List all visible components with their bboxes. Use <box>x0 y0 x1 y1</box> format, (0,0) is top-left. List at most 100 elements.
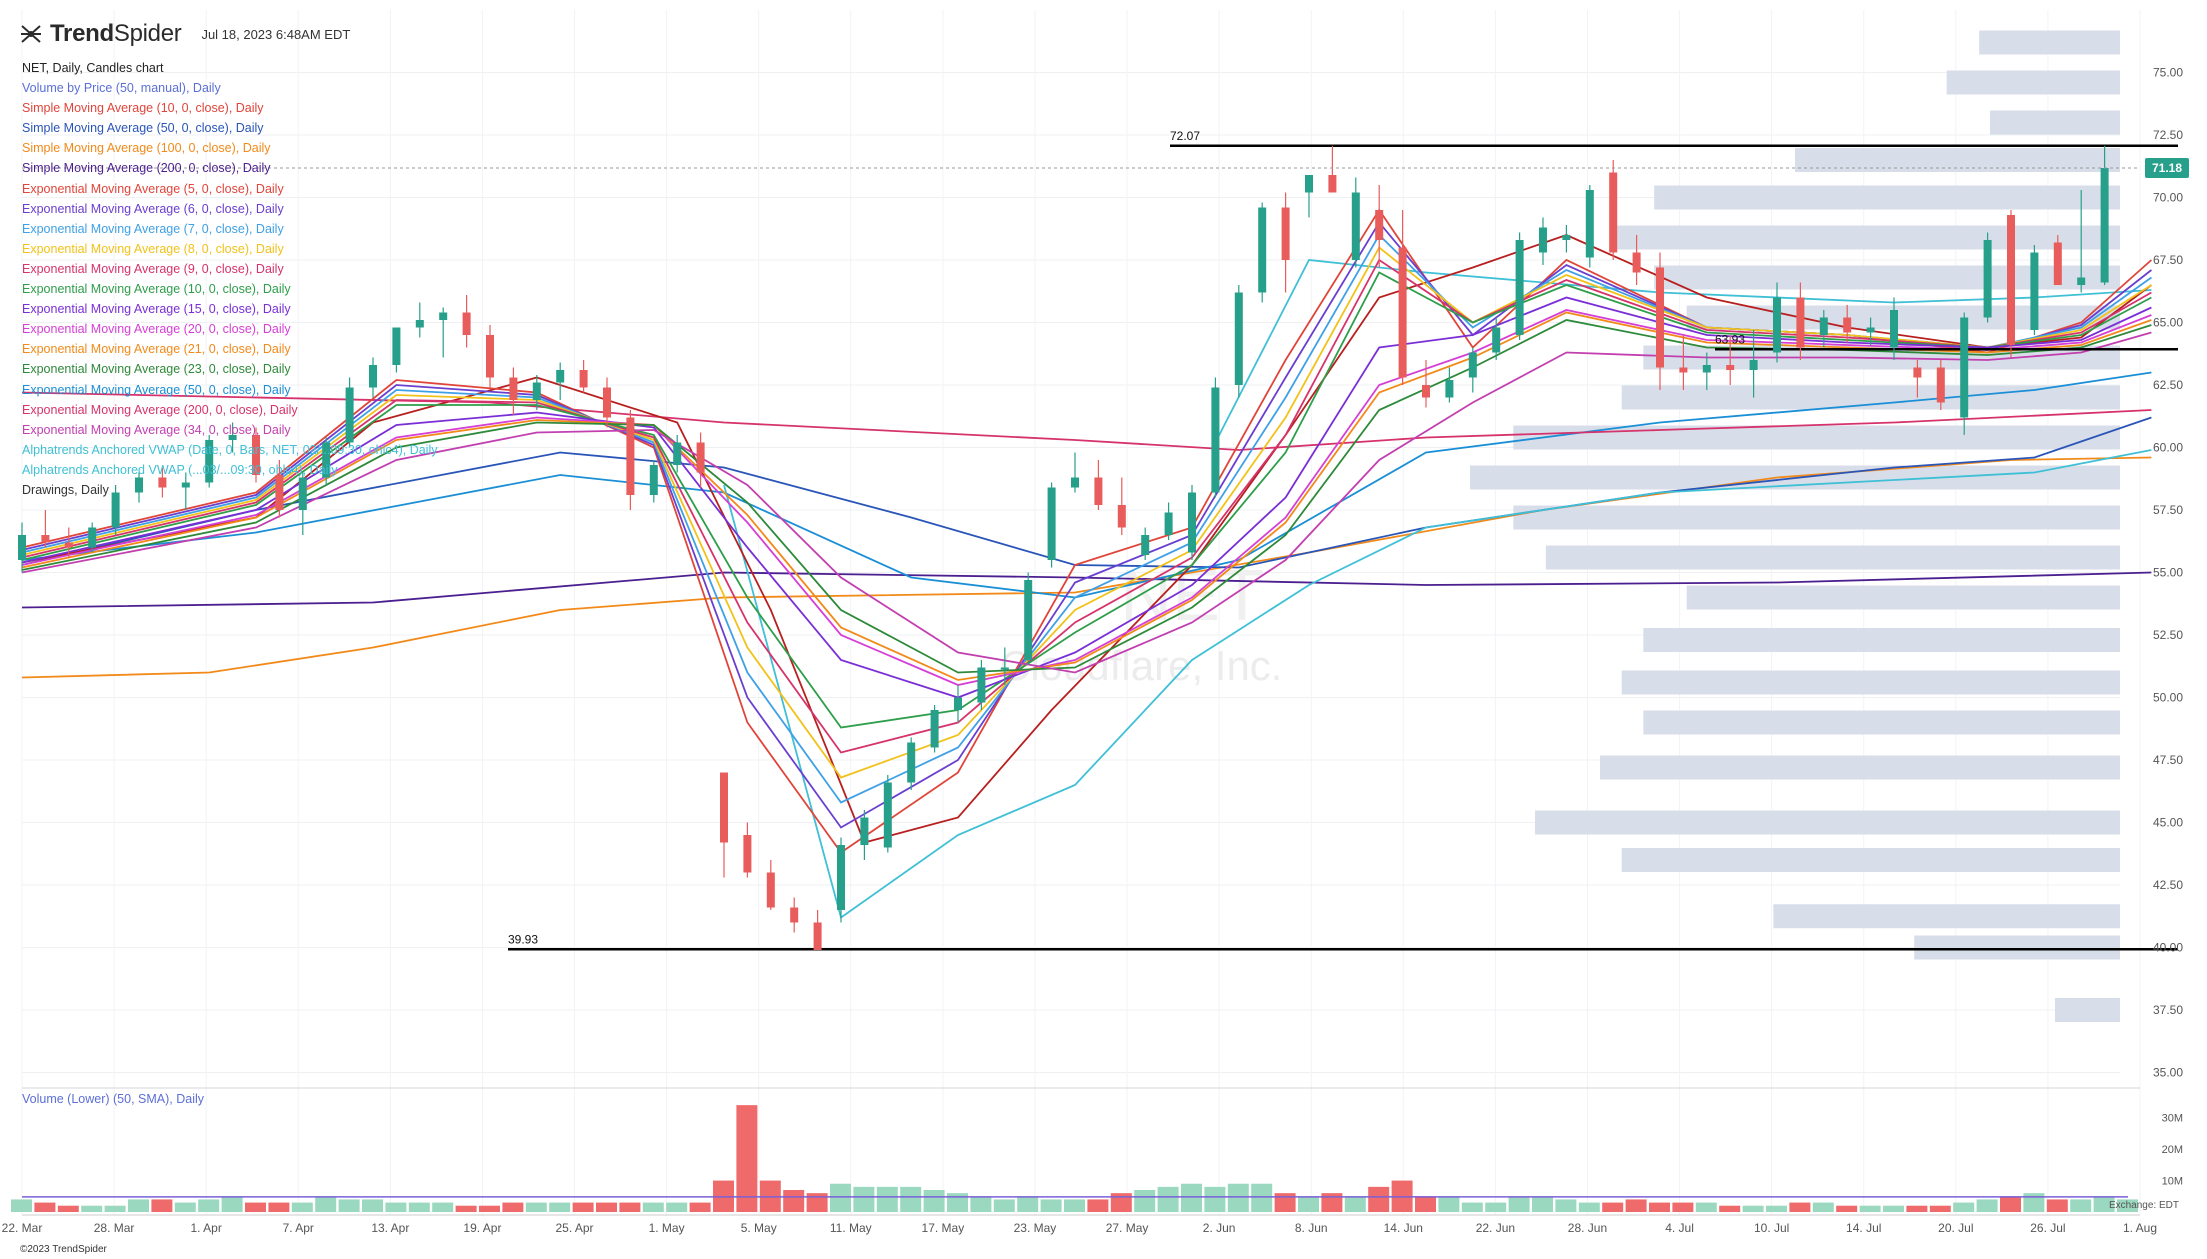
volume-bar <box>993 1199 1015 1212</box>
legend-item[interactable]: Exponential Moving Average (8, 0, close)… <box>22 241 284 256</box>
date-tick-label: 10. Jul <box>1754 1221 1789 1235</box>
candle-body <box>977 667 986 703</box>
legend-item[interactable]: Exponential Moving Average (21, 0, close… <box>22 342 291 357</box>
level-label: 39.93 <box>508 932 538 946</box>
legend-item[interactable]: Exponential Moving Average (15, 0, close… <box>22 302 291 317</box>
candle-body <box>1281 207 1290 260</box>
volume-bar <box>432 1202 454 1212</box>
vbp-bar <box>1610 225 2120 250</box>
candle-body <box>64 542 73 548</box>
trendspider-logo-icon <box>21 25 41 43</box>
volume-bar <box>408 1202 430 1212</box>
price-tick-label: 60.00 <box>2153 441 2183 455</box>
date-tick-label: 7. Apr <box>283 1221 314 1235</box>
legend-item[interactable]: Simple Moving Average (100, 0, close), D… <box>22 141 271 156</box>
candle-body <box>1656 267 1664 368</box>
volume-bar <box>198 1199 220 1212</box>
candle-body <box>626 417 635 495</box>
volume-bar <box>619 1202 641 1212</box>
volume-bar <box>1789 1202 1811 1212</box>
volume-tick-label: 10M <box>2162 1176 2183 1188</box>
price-axis[interactable]: 75.00 72.50 70.00 67.50 65.00 62.50 60.00 57.50… <box>2153 66 2183 1080</box>
candle-body <box>1164 512 1173 535</box>
legend-item[interactable]: Simple Moving Average (50, 0, close), Da… <box>22 121 264 136</box>
date-tick-label: 1. May <box>649 1221 685 1235</box>
legend-item[interactable]: Simple Moving Average (10, 0, close), Da… <box>22 101 264 116</box>
volume-bar <box>1578 1202 1600 1212</box>
candle-body <box>205 440 214 483</box>
candle-body <box>766 872 775 908</box>
legend-item[interactable]: Exponential Moving Average (6, 0, close)… <box>22 201 284 216</box>
legend-item[interactable]: Volume by Price (50, manual), Daily <box>22 81 221 96</box>
volume-bar <box>502 1202 524 1212</box>
candle-body <box>673 442 682 465</box>
volume-bar <box>2000 1196 2021 1212</box>
candle-body <box>1024 580 1033 660</box>
candle-body <box>439 312 448 320</box>
legend-item[interactable]: Exponential Moving Average (23, 0, close… <box>22 362 291 377</box>
legend-item[interactable]: Exponential Moving Average (9, 0, close)… <box>22 261 284 276</box>
legend-item[interactable]: Drawings, Daily <box>22 482 109 497</box>
volume-bar <box>947 1193 968 1212</box>
legend-item[interactable]: Exponential Moving Average (5, 0, close)… <box>22 181 284 196</box>
candle-body <box>298 477 307 510</box>
vbp-bar <box>1686 305 2120 330</box>
volume-bar <box>1649 1202 1670 1212</box>
price-tick-label: 42.50 <box>2153 878 2183 892</box>
vbp-bar <box>1914 935 2120 960</box>
volume-bar <box>923 1190 945 1212</box>
copyright: ©2023 TrendSpider <box>20 1244 107 1255</box>
volume-bar <box>596 1202 617 1212</box>
volume-bar <box>900 1186 922 1212</box>
date-tick-label: 1. Aug <box>2123 1221 2157 1235</box>
candle-body <box>603 387 611 418</box>
date-tick-label: 5. May <box>741 1221 777 1235</box>
date-axis[interactable]: 22. Mar 28. Mar 1. Apr 7. Apr 13. Apr 19. Apr… <box>2 1214 2157 1235</box>
volume-panel-label[interactable]: Volume (Lower) (50, SMA), Daily <box>22 1092 205 1106</box>
ma-line <box>21 371 2152 599</box>
candle-body <box>135 477 143 493</box>
legend-item[interactable]: Exponential Moving Average (7, 0, close)… <box>22 221 284 236</box>
volume-bar <box>479 1205 500 1212</box>
volume-bar <box>1602 1202 1624 1212</box>
legend-item[interactable]: Exponential Moving Average (50, 0, close… <box>22 382 291 397</box>
candle-body <box>860 817 869 845</box>
legend-item[interactable]: Alphatrends Anchored VWAP (Date, 0, Bars… <box>22 442 438 457</box>
candle-body <box>1351 192 1360 260</box>
volume-bar <box>572 1202 594 1212</box>
date-tick-label: 26. Jul <box>2030 1221 2065 1235</box>
candle-body <box>41 535 50 543</box>
volume-bar <box>1227 1183 1249 1212</box>
brand-name: TrendSpider <box>50 20 182 47</box>
legend-item[interactable]: Simple Moving Average (200, 0, close), D… <box>22 161 271 176</box>
price-tick-label: 75.00 <box>2153 66 2183 80</box>
candle-body <box>2100 168 2109 283</box>
legend-item[interactable]: Exponential Moving Average (20, 0, close… <box>22 322 291 337</box>
date-tick-label: 19. Apr <box>463 1221 501 1235</box>
legend-item[interactable]: Exponential Moving Average (34, 0, close… <box>22 422 291 437</box>
candle-body <box>1773 297 1781 353</box>
legend-item[interactable]: Exponential Moving Average (10, 0, close… <box>22 282 291 297</box>
candle-body <box>1000 667 1009 670</box>
volume-bar <box>1812 1202 1834 1212</box>
volume-by-price-bars <box>1470 30 2120 1022</box>
candle-body <box>930 710 939 748</box>
candle-body <box>2077 277 2086 285</box>
price-tick-label: 62.50 <box>2153 378 2183 392</box>
volume-bar <box>315 1196 337 1212</box>
price-tick-label: 37.50 <box>2153 1003 2183 1017</box>
price-tick-label: 72.50 <box>2153 128 2183 142</box>
legend-item[interactable]: Exponential Moving Average (200, 0, clos… <box>22 402 298 417</box>
date-tick-label: 4. Jul <box>1665 1221 1694 1235</box>
legend-item[interactable]: Alphatrends Anchored VWAP (...03/...09:3… <box>22 462 338 477</box>
candle-body <box>696 442 705 473</box>
volume-bar <box>291 1202 313 1212</box>
indicator-legend[interactable]: NET, Daily, Candles chart Volume by Pric… <box>22 58 438 500</box>
ma-line <box>21 309 2152 686</box>
candle-body <box>1305 175 1313 193</box>
price-tick-label: 35.00 <box>2153 1066 2183 1080</box>
volume-bar <box>151 1199 173 1212</box>
candle-body <box>369 365 377 388</box>
volume-bar <box>1157 1186 1179 1212</box>
